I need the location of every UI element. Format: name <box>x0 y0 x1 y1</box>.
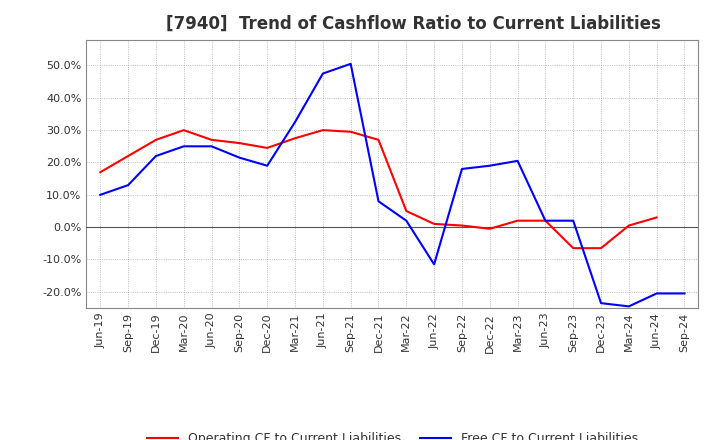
Free CF to Current Liabilities <box>263 163 271 169</box>
Free CF to Current Liabilities <box>318 71 327 76</box>
Free CF to Current Liabilities <box>402 218 410 224</box>
Free CF to Current Liabilities <box>152 154 161 159</box>
Legend: Operating CF to Current Liabilities, Free CF to Current Liabilities: Operating CF to Current Liabilities, Fre… <box>142 427 643 440</box>
Operating CF to Current Liabilities <box>485 226 494 231</box>
Operating CF to Current Liabilities <box>652 215 661 220</box>
Free CF to Current Liabilities <box>485 163 494 169</box>
Free CF to Current Liabilities <box>179 144 188 149</box>
Free CF to Current Liabilities <box>513 158 522 164</box>
Free CF to Current Liabilities <box>96 192 104 198</box>
Free CF to Current Liabilities <box>680 291 689 296</box>
Free CF to Current Liabilities <box>346 61 355 66</box>
Free CF to Current Liabilities <box>430 262 438 267</box>
Operating CF to Current Liabilities <box>96 169 104 175</box>
Free CF to Current Liabilities <box>458 166 467 172</box>
Free CF to Current Liabilities <box>374 198 383 204</box>
Free CF to Current Liabilities <box>235 155 243 160</box>
Operating CF to Current Liabilities <box>402 209 410 214</box>
Operating CF to Current Liabilities <box>124 154 132 159</box>
Operating CF to Current Liabilities <box>263 145 271 150</box>
Operating CF to Current Liabilities <box>541 218 550 224</box>
Operating CF to Current Liabilities <box>597 246 606 251</box>
Free CF to Current Liabilities <box>569 218 577 224</box>
Line: Operating CF to Current Liabilities: Operating CF to Current Liabilities <box>100 130 657 248</box>
Operating CF to Current Liabilities <box>624 223 633 228</box>
Operating CF to Current Liabilities <box>346 129 355 134</box>
Operating CF to Current Liabilities <box>235 140 243 146</box>
Free CF to Current Liabilities <box>124 183 132 188</box>
Operating CF to Current Liabilities <box>152 137 161 143</box>
Operating CF to Current Liabilities <box>430 221 438 227</box>
Operating CF to Current Liabilities <box>318 128 327 133</box>
Operating CF to Current Liabilities <box>458 223 467 228</box>
Operating CF to Current Liabilities <box>291 136 300 141</box>
Free CF to Current Liabilities <box>541 218 550 224</box>
Free CF to Current Liabilities <box>207 144 216 149</box>
Operating CF to Current Liabilities <box>207 137 216 143</box>
Free CF to Current Liabilities <box>652 291 661 296</box>
Free CF to Current Liabilities <box>624 304 633 309</box>
Operating CF to Current Liabilities <box>374 137 383 143</box>
Free CF to Current Liabilities <box>597 301 606 306</box>
Line: Free CF to Current Liabilities: Free CF to Current Liabilities <box>100 64 685 306</box>
Free CF to Current Liabilities <box>291 119 300 125</box>
Operating CF to Current Liabilities <box>569 246 577 251</box>
Text: [7940]  Trend of Cashflow Ratio to Current Liabilities: [7940] Trend of Cashflow Ratio to Curren… <box>166 15 661 33</box>
Operating CF to Current Liabilities <box>513 218 522 224</box>
Operating CF to Current Liabilities <box>179 128 188 133</box>
